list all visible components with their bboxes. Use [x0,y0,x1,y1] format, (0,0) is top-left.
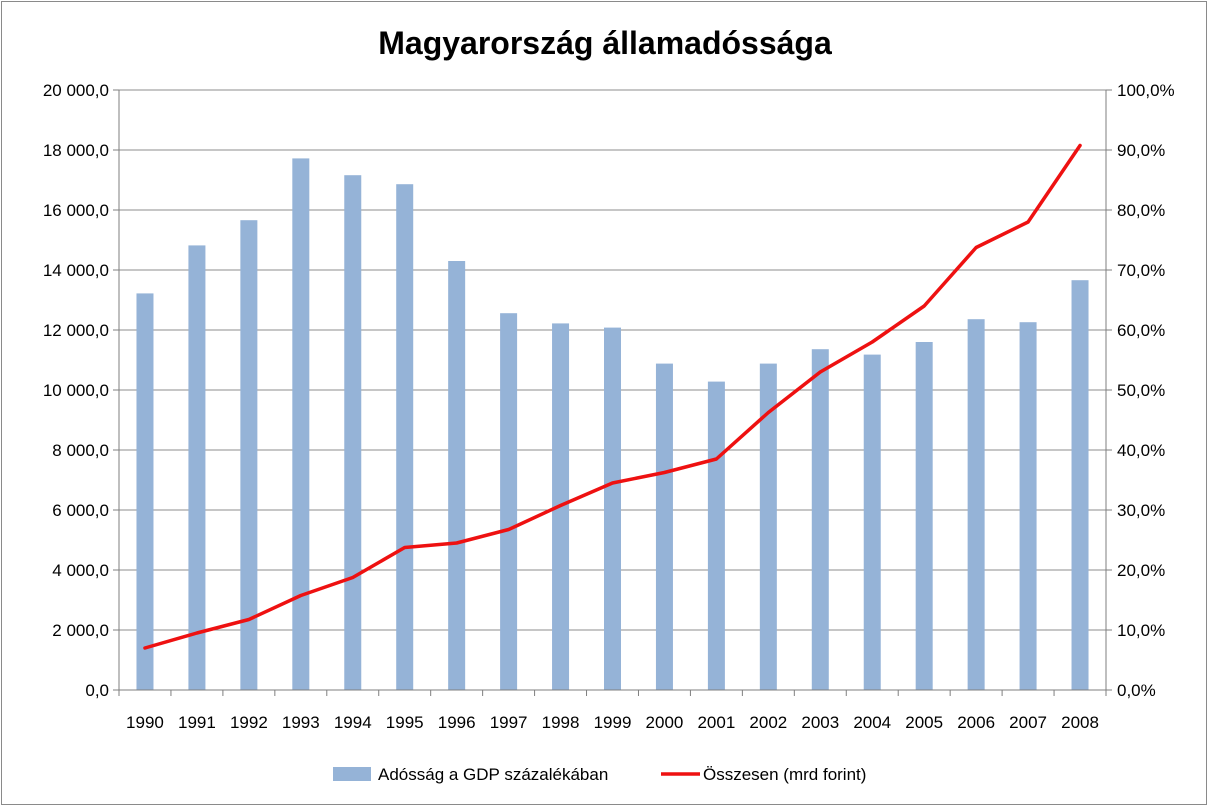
x-tick-label: 1995 [386,713,424,732]
bar [448,261,466,690]
bar [1019,322,1037,690]
x-tick-label: 1996 [438,713,476,732]
x-tick-label: 2003 [801,713,839,732]
x-tick-label: 1998 [542,713,580,732]
bar [915,342,933,690]
bar [396,184,414,690]
right-tick-label: 50,0% [1117,381,1165,400]
line-point [766,411,770,414]
x-tick-label: 1999 [594,713,632,732]
bar [1071,280,1089,690]
legend-line-label: Összesen (mrd forint) [703,765,866,784]
x-tick-label: 2008 [1061,713,1099,732]
left-tick-label: 18 000,0 [43,141,109,160]
left-tick-label: 4 000,0 [52,561,109,580]
bar [240,220,258,690]
right-tick-label: 100,0% [1117,81,1175,100]
bar [655,363,673,690]
left-tick-label: 8 000,0 [52,441,109,460]
x-tick-label: 2006 [957,713,995,732]
bar [136,293,154,690]
line-point [922,304,926,308]
legend-bar-label: Adósság a GDP százalékában [378,765,608,784]
line-point [351,576,355,579]
right-tick-label: 10,0% [1117,621,1165,640]
bar [759,363,777,690]
right-tick-label: 0,0% [1117,681,1156,700]
left-tick-label: 12 000,0 [43,321,109,340]
x-tick-label: 2005 [905,713,943,732]
line-point [507,528,511,531]
right-tick-label: 20,0% [1117,561,1165,580]
line-point [247,618,251,621]
bar [188,245,206,690]
line-point [1026,220,1030,224]
right-tick-label: 40,0% [1117,441,1165,460]
right-axis-ticks: 0,0% 10,0% 20,0% 30,0% 40,0% 50,0% 60,0% 70,0% 8… [1117,81,1175,700]
x-tick-label: 2002 [749,713,787,732]
line-point [455,541,459,545]
left-tick-label: 14 000,0 [43,261,109,280]
x-tick-label: 1990 [126,713,164,732]
line-point [611,481,614,485]
bar [811,349,829,690]
line-point [974,246,978,249]
line-point [403,546,407,549]
line-series [143,143,1082,650]
line-point [299,594,303,597]
left-tick-label: 10 000,0 [43,381,109,400]
bar [500,313,518,690]
x-tick-label: 2001 [697,713,735,732]
line-point [143,646,147,650]
right-tick-label: 60,0% [1117,321,1165,340]
left-tick-label: 16 000,0 [43,201,109,220]
bar [292,158,310,690]
bar [344,175,362,690]
line-point [195,631,199,635]
bar [707,381,725,690]
bar [863,354,881,690]
line-point [1078,144,1082,147]
x-tick-label: 2000 [646,713,684,732]
line-point [870,340,874,344]
right-tick-label: 80,0% [1117,201,1165,220]
right-tick-label: 90,0% [1117,141,1165,160]
left-tick-label: 0,0 [85,681,109,700]
right-tick-label: 70,0% [1117,261,1165,280]
line-point [559,504,563,507]
left-tick-label: 2 000,0 [52,621,109,640]
axes [113,89,1112,696]
x-axis-ticks: 1990 1991 1992 1993 1994 1995 1996 1997 1998 1999… [126,713,1099,732]
bar [604,327,621,690]
x-tick-label: 1991 [178,713,216,732]
x-tick-label: 1992 [230,713,268,732]
x-tick-label: 2004 [853,713,891,732]
line-point [662,471,666,474]
legend-bar-swatch [333,767,371,781]
line-point [714,457,718,461]
x-tick-label: 2007 [1009,713,1047,732]
x-tick-label: 1993 [282,713,320,732]
left-tick-label: 20 000,0 [43,81,109,100]
left-axis-ticks: 0,0 2 000,0 4 000,0 6 000,0 8 000,0 10 000,0 1… [43,81,109,700]
x-tick-label: 1994 [334,713,372,732]
right-tick-label: 30,0% [1117,501,1165,520]
x-tick-label: 1997 [490,713,528,732]
bar-series [136,158,1089,690]
chart-title: Magyarország államadóssága [378,25,832,61]
bar [967,319,985,690]
legend: Adósság a GDP százalékában Összesen (mrd… [333,765,866,784]
line-point [818,370,822,374]
left-tick-label: 6 000,0 [52,501,109,520]
